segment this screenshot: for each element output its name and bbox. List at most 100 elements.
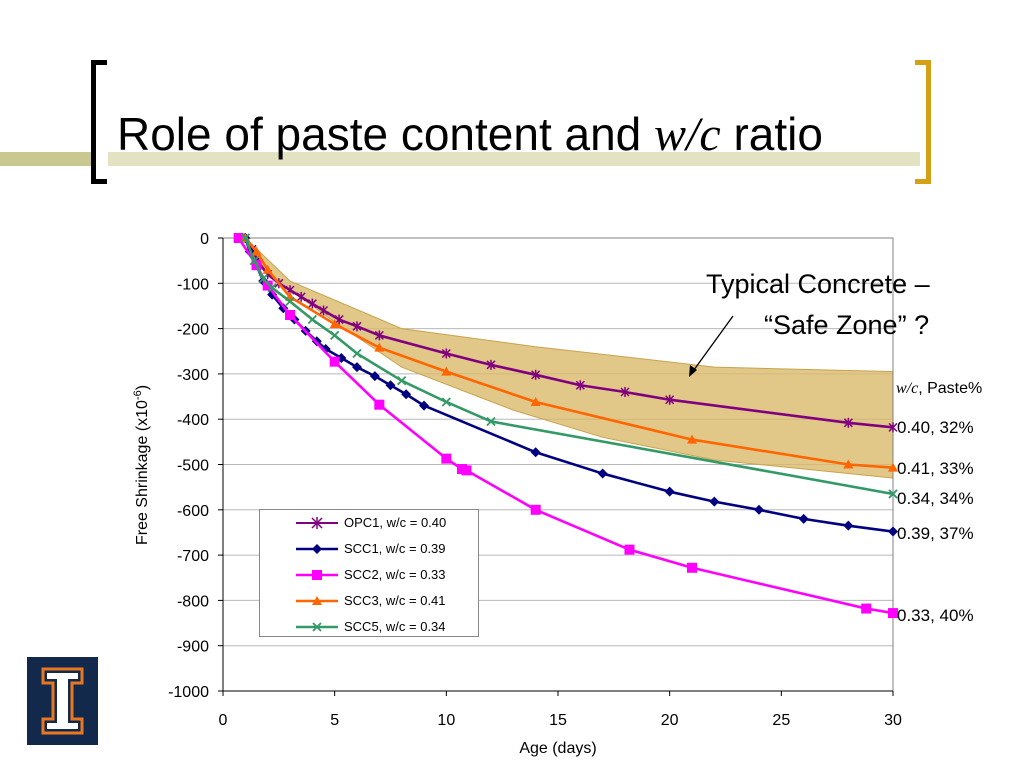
title-suffix: ratio: [720, 108, 823, 160]
paste-header: w/c, Paste%: [896, 380, 982, 398]
data-point: [754, 504, 764, 515]
data-point: [374, 399, 385, 410]
y-axis-label-end: ): [134, 385, 151, 390]
data-point: [352, 348, 362, 359]
y-tick-label: -200: [177, 322, 209, 339]
safe-zone-annotation-line2: “Safe Zone” ?: [764, 310, 930, 340]
data-point: [531, 369, 541, 380]
data-point: [861, 603, 872, 614]
end-label-scc3: 0.41, 33%: [897, 459, 974, 478]
series-4: [240, 233, 898, 499]
data-point: [249, 256, 259, 266]
y-tick-label: 0: [200, 231, 209, 248]
data-point: [709, 496, 720, 507]
legend-item-scc5: SCC5, w/c = 0.34: [260, 614, 480, 640]
annotation-arrowhead: [689, 365, 697, 377]
data-point: [441, 397, 451, 407]
right-bracket: [915, 60, 931, 184]
y-axis-label-main: Free Shrinkage (x10: [134, 400, 151, 545]
data-point: [530, 504, 541, 515]
end-label-scc5: 0.34, 34%: [897, 489, 974, 508]
legend-swatch-scc5: [296, 622, 338, 632]
x-tick-label: 25: [772, 712, 790, 729]
data-point: [262, 264, 273, 274]
data-point: [665, 394, 675, 405]
title-prefix: Role of paste content and: [117, 108, 655, 160]
legend-swatch-scc1: [296, 544, 338, 554]
data-point: [267, 289, 278, 300]
data-point: [296, 291, 306, 302]
legend-item-opc1: OPC1, w/c = 0.40: [260, 510, 480, 536]
y-tick-label: -800: [177, 593, 209, 610]
data-point: [369, 371, 380, 382]
data-point: [664, 486, 675, 497]
x-tick-label: 30: [884, 712, 902, 729]
data-point: [285, 296, 295, 307]
data-point: [687, 434, 697, 444]
chart-legend: OPC1, w/c = 0.40 SCC1, w/c = 0.39 SCC2, …: [259, 509, 479, 637]
data-point: [798, 513, 809, 524]
x-tick-label: 5: [330, 712, 339, 729]
data-point: [530, 447, 541, 458]
legend-item-scc2: SCC2, w/c = 0.33: [260, 562, 480, 588]
data-point: [329, 319, 340, 329]
series-line: [244, 237, 894, 496]
illinois-block-i-logo: [27, 657, 98, 745]
data-point: [352, 321, 362, 332]
block-i-icon: [41, 667, 84, 735]
legend-label-opc1: OPC1, w/c = 0.40: [344, 515, 447, 530]
data-point: [240, 233, 250, 243]
title-accent-bar-left: [0, 152, 92, 166]
paste-header-rest: , Paste%: [918, 380, 983, 397]
data-point: [401, 389, 412, 400]
data-point: [374, 330, 384, 341]
y-tick-label: -500: [177, 458, 209, 475]
x-tick-label: 15: [549, 712, 567, 729]
series-1: [240, 233, 898, 537]
data-point: [888, 489, 898, 499]
data-point: [486, 359, 496, 370]
x-tick-label: 0: [219, 712, 228, 729]
end-label-scc2: 0.33, 40%: [897, 606, 974, 625]
safe-zone-annotation-line1: Typical Concrete –: [706, 269, 930, 299]
paste-header-wc: w/c: [896, 380, 919, 397]
end-label-scc1: 0.39, 37%: [897, 524, 974, 543]
data-point: [374, 342, 385, 352]
data-point: [441, 366, 452, 376]
data-point: [251, 246, 262, 256]
data-point: [888, 526, 898, 537]
legend-label-scc2: SCC2, w/c = 0.33: [344, 567, 446, 582]
data-point: [419, 400, 429, 411]
y-tick-label: -900: [177, 639, 209, 656]
data-point: [258, 274, 268, 284]
annotation-arrow: [690, 315, 734, 375]
y-tick-label: -600: [177, 503, 209, 520]
data-point: [441, 348, 451, 359]
series-3: [240, 233, 898, 472]
data-point: [233, 233, 244, 243]
data-point: [334, 314, 344, 325]
data-point: [318, 305, 329, 316]
x-axis-label: Age (days): [519, 740, 596, 757]
data-point: [575, 380, 585, 391]
legend-label-scc5: SCC5, w/c = 0.34: [344, 619, 446, 634]
y-axis-label-sup: -6: [132, 390, 144, 400]
left-bracket: [91, 60, 107, 184]
y-axis-label: Free Shrinkage (x10-6): [132, 385, 151, 545]
legend-swatch-opc1: [296, 517, 338, 529]
data-point: [262, 280, 273, 291]
data-point: [843, 417, 853, 428]
data-point: [888, 608, 898, 619]
data-point: [330, 330, 340, 341]
data-point: [329, 356, 340, 367]
legend-label-scc3: SCC3, w/c = 0.41: [344, 593, 446, 608]
data-point: [624, 544, 635, 555]
legend-item-scc1: SCC1, w/c = 0.39: [260, 536, 480, 562]
data-point: [843, 520, 854, 531]
data-point: [461, 465, 472, 476]
y-tick-label: -400: [177, 412, 209, 429]
y-tick-label: -1000: [168, 684, 209, 701]
legend-label-scc1: SCC1, w/c = 0.39: [344, 541, 446, 556]
data-point: [888, 422, 898, 433]
